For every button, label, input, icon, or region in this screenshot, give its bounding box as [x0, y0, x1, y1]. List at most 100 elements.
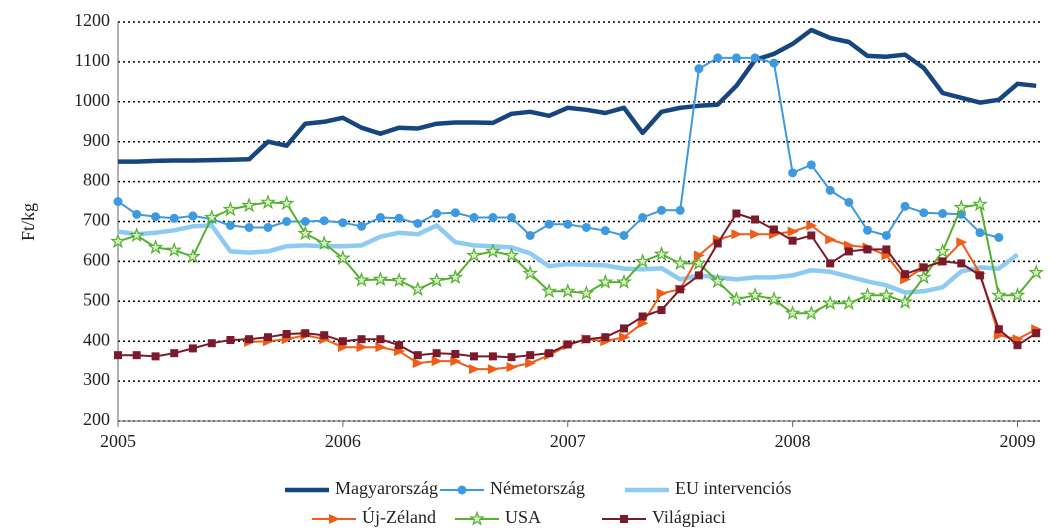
data-point [657, 205, 667, 215]
data-point [113, 197, 123, 207]
data-point [357, 335, 366, 344]
data-point [751, 215, 760, 224]
data-point [541, 282, 558, 299]
data-point [507, 353, 516, 362]
data-point [881, 230, 891, 240]
data-point [619, 324, 628, 333]
data-point [731, 53, 741, 63]
data-point [990, 286, 1007, 303]
data-point [488, 352, 497, 361]
data-point [353, 271, 370, 287]
data-point [676, 285, 685, 294]
data-point [953, 199, 970, 215]
data-point [394, 213, 404, 223]
data-point [675, 205, 685, 215]
data-point [690, 255, 707, 271]
data-point [600, 226, 610, 236]
data-point [278, 195, 295, 211]
data-point [863, 225, 873, 235]
data-point [428, 272, 445, 288]
data-point [151, 212, 161, 222]
data-point [900, 201, 910, 211]
data-point [147, 239, 164, 255]
data-point [825, 234, 837, 245]
data-point [882, 245, 891, 254]
y-tick-label: 800 [83, 170, 110, 190]
data-point [919, 263, 928, 272]
data-point [693, 250, 705, 261]
legend-marker [469, 510, 485, 526]
data-point [241, 197, 258, 213]
data-point [750, 53, 760, 63]
data-point [282, 330, 291, 339]
data-point [282, 217, 292, 226]
legend-label: USA [505, 507, 541, 527]
data-point [522, 265, 539, 281]
y-tick-label: 400 [83, 329, 110, 349]
data-point [825, 185, 835, 195]
legend-marker [457, 485, 467, 495]
data-point [244, 222, 254, 232]
legend-marker [620, 515, 628, 523]
data-point [375, 342, 387, 353]
data-point [597, 273, 614, 289]
data-point [844, 197, 854, 207]
data-point [732, 209, 741, 218]
data-point [878, 286, 895, 303]
data-point [826, 259, 835, 268]
data-point [450, 356, 462, 367]
data-point [956, 237, 968, 248]
data-point [225, 220, 235, 230]
data-point [653, 245, 670, 262]
data-point [525, 230, 535, 240]
data-point [957, 259, 966, 268]
series-line [117, 223, 1019, 295]
data-point [525, 358, 537, 369]
data-point [638, 312, 647, 321]
data-point [260, 193, 276, 210]
data-point [469, 213, 479, 223]
data-point [188, 211, 198, 221]
y-tick-label: 700 [83, 210, 110, 230]
data-point [488, 213, 498, 223]
data-point [545, 349, 554, 358]
data-point [994, 232, 1004, 242]
data-point [637, 318, 649, 329]
data-point [657, 306, 666, 315]
data-point [375, 213, 385, 223]
data-point [170, 349, 179, 358]
data-point [563, 340, 572, 349]
data-point [151, 352, 160, 361]
data-point [1028, 264, 1045, 280]
data-point [616, 273, 632, 289]
data-point [601, 333, 610, 342]
data-point [166, 241, 183, 257]
data-point [468, 364, 480, 375]
data-point [300, 217, 310, 226]
data-point [207, 339, 216, 348]
legend-label: Magyarország [335, 478, 438, 498]
data-point [222, 201, 239, 217]
data-point [840, 294, 857, 311]
data-point [863, 245, 872, 254]
data-point [766, 290, 782, 307]
x-tick-label: 2008 [775, 431, 811, 451]
data-point [188, 344, 197, 353]
data-point [788, 236, 797, 245]
data-point [859, 286, 876, 303]
y-tick-label: 200 [83, 409, 110, 429]
data-point [938, 257, 947, 266]
data-point [503, 247, 520, 263]
data-point [1009, 286, 1026, 303]
data-point [487, 364, 499, 375]
data-point [409, 280, 426, 297]
data-point [581, 222, 591, 232]
data-point [788, 168, 798, 178]
data-point [338, 337, 347, 346]
data-point [975, 228, 985, 238]
data-point [634, 253, 651, 269]
legend-label: Új-Zéland [362, 506, 436, 527]
data-point [934, 243, 951, 259]
x-tick-label: 2009 [1000, 431, 1036, 451]
data-point [897, 293, 914, 309]
